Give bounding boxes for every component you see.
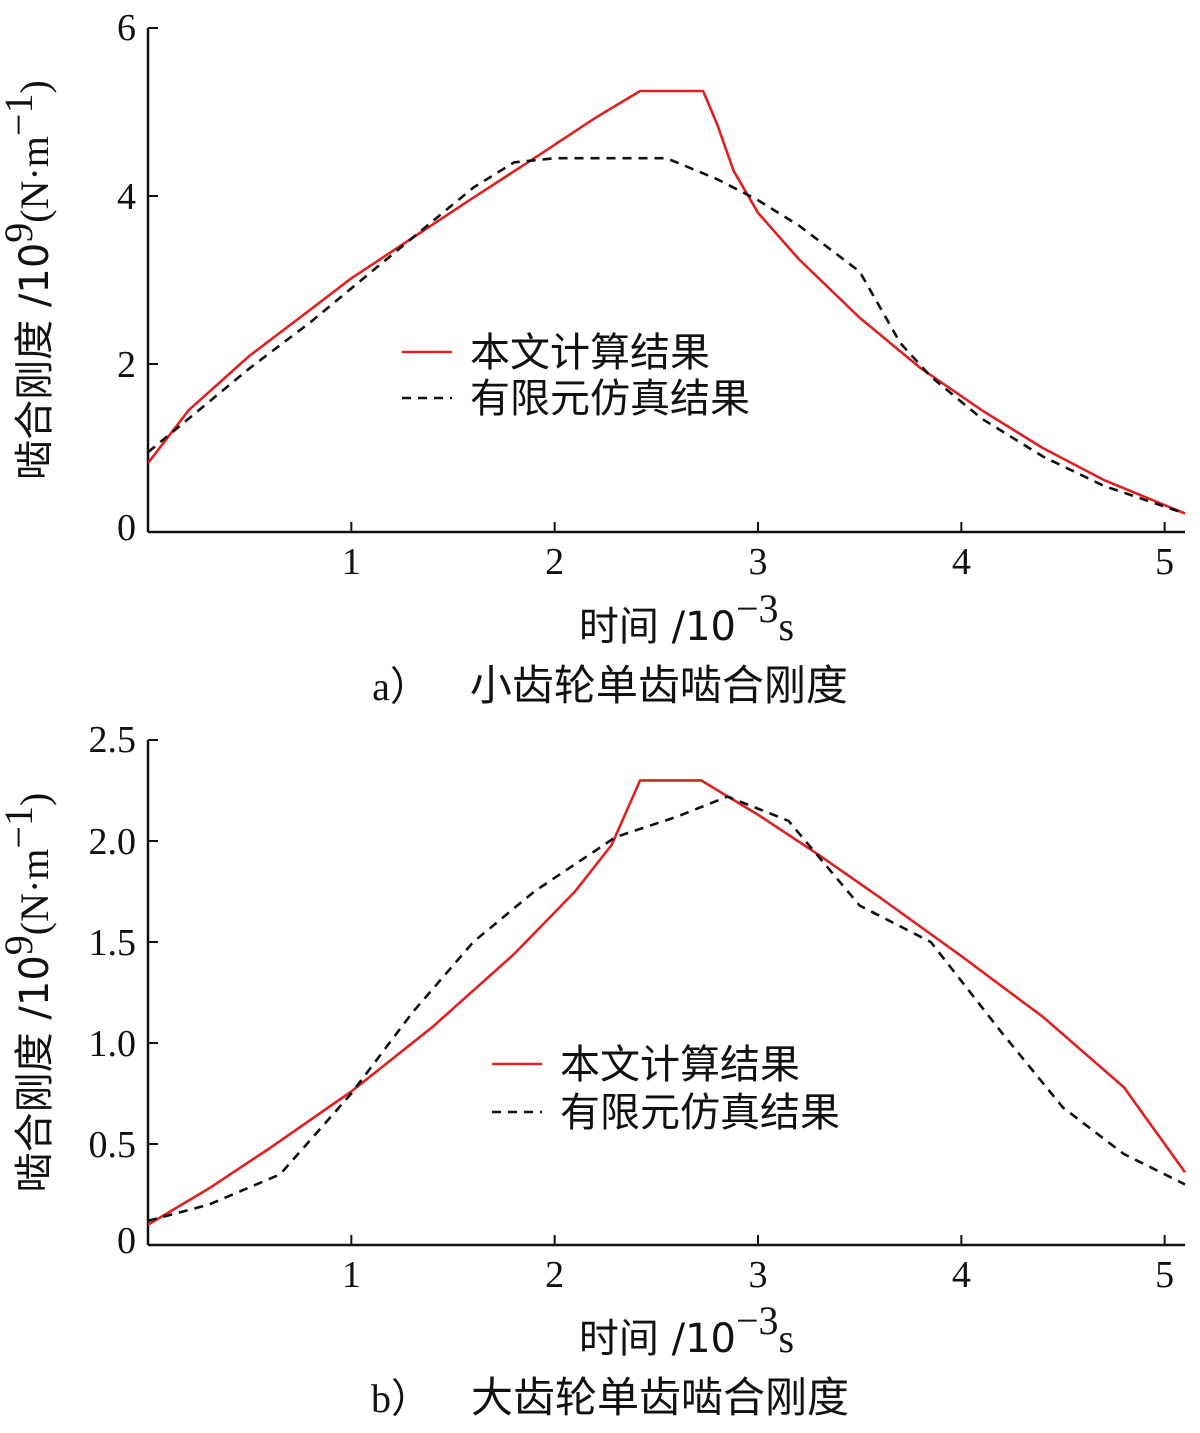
x-axis-label: 时间 /10−3s — [579, 1298, 794, 1362]
x-tick-label: 4 — [952, 1254, 971, 1296]
y-tick-label: 0.5 — [89, 1124, 137, 1166]
x-tick-label: 5 — [1155, 1254, 1174, 1296]
y-axis-label: 啮合刚度 /109(N·m−1) — [0, 80, 58, 480]
legend-label: 有限元仿真结果 — [470, 376, 750, 422]
y-tick-label: 6 — [117, 7, 136, 49]
y-axis-label: 啮合刚度 /109(N·m−1) — [0, 793, 58, 1193]
legend-label: 本文计算结果 — [470, 330, 710, 376]
x-tick-label: 2 — [545, 1254, 564, 1296]
x-axis-label: 时间 /10−3s — [579, 586, 794, 650]
y-tick-label: 2.0 — [89, 821, 137, 863]
figure-caption: a） 小齿轮单齿啮合刚度 — [372, 661, 848, 710]
series-line-calculated — [148, 89, 1186, 515]
x-tick-label: 2 — [545, 541, 564, 583]
y-tick-label: 2 — [117, 344, 136, 386]
x-tick-label: 1 — [342, 541, 361, 583]
x-tick-label: 1 — [342, 1254, 361, 1296]
y-tick-label: 0 — [117, 1220, 136, 1262]
y-tick-label: 0 — [117, 507, 136, 549]
y-tick-label: 4 — [117, 176, 136, 218]
y-tick-label: 2.5 — [89, 719, 137, 761]
figure-caption: b） 大齿轮单齿啮合刚度 — [371, 1373, 849, 1422]
legend-label: 本文计算结果 — [560, 1042, 800, 1088]
series-line-calculated — [148, 779, 1187, 1226]
x-tick-label: 5 — [1155, 541, 1174, 583]
x-tick-label: 4 — [952, 541, 971, 583]
x-tick-label: 3 — [749, 541, 768, 583]
legend-label: 有限元仿真结果 — [560, 1090, 840, 1136]
series-line-fem — [148, 156, 1186, 515]
y-tick-label: 1.5 — [89, 922, 137, 964]
series-line-fem — [148, 795, 1186, 1223]
y-tick-label: 1.0 — [89, 1023, 137, 1065]
x-tick-label: 3 — [749, 1254, 768, 1296]
